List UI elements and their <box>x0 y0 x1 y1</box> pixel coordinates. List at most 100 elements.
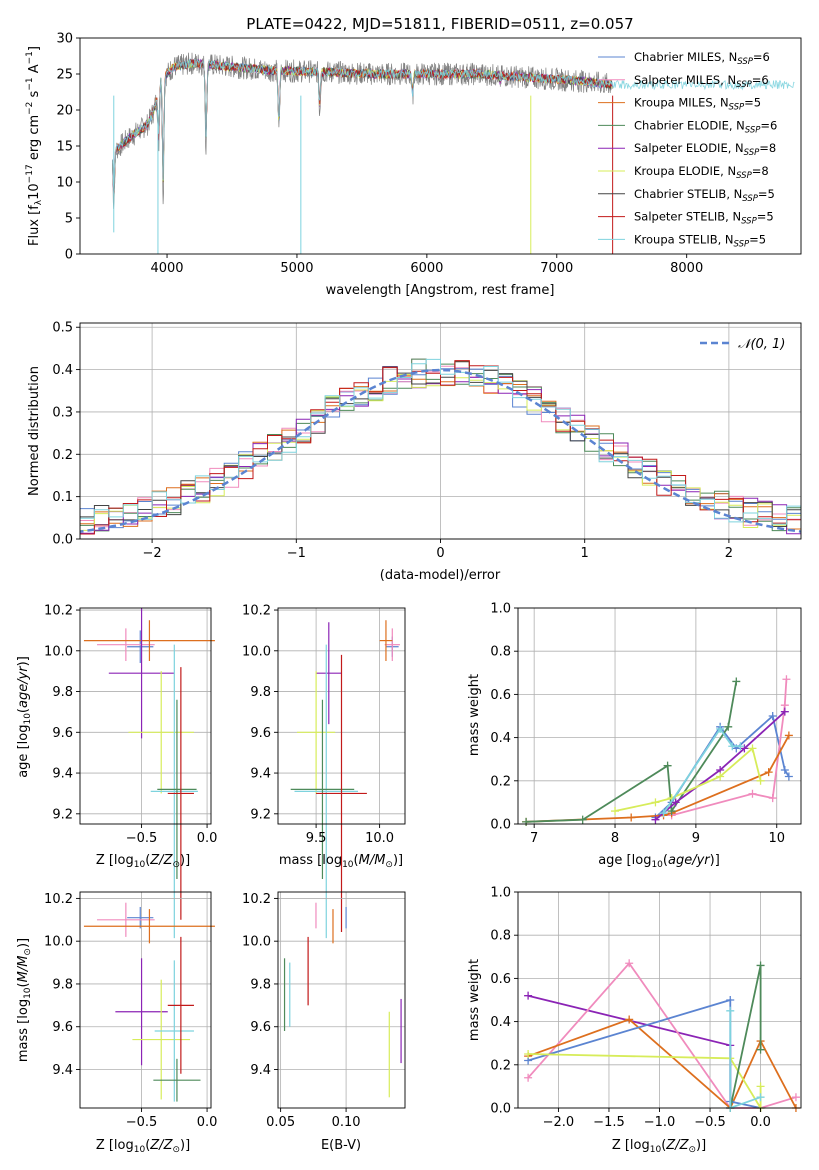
y-tick-label: 10.2 <box>44 604 73 619</box>
weight-vs-age-panel: 7 8 9 10 0.0 0.2 0.4 0.6 0.8 1.0 <box>490 602 802 846</box>
residual-histogram-panel: −2 −1 0 1 2 0.0 0.1 0.2 0.3 0.4 0.5 (data-model)/e… <box>27 321 802 583</box>
y-tick-label: 10.2 <box>242 604 271 619</box>
x-tick-label: 10.0 <box>365 831 394 846</box>
x-tick-label: 10 <box>768 831 785 846</box>
x-tick-label: 8000 <box>670 261 703 276</box>
weight-series-marker <box>651 815 660 824</box>
x-tick-label: 8 <box>611 831 619 846</box>
x-tick-label: 7000 <box>540 261 573 276</box>
weight-series-marker <box>726 996 735 1004</box>
errorbar-point <box>316 622 342 725</box>
errorbar-point <box>154 960 194 1102</box>
mass-vs-metallicity-panel: −0.5 0.0 9.4 9.6 9.8 10.0 10.2 <box>44 891 218 1130</box>
x-tick-label: 0.0 <box>197 831 218 846</box>
weight-age-xlabel: age [log10(age/yr)] <box>598 853 720 870</box>
y-tick-label: 0 <box>65 248 73 263</box>
errorbar-point <box>83 620 215 661</box>
y-tick-label: 0.2 <box>52 448 73 463</box>
axes-frame <box>79 607 212 825</box>
x-tick-label: −0.5 <box>126 1115 158 1130</box>
errorbar-point <box>128 671 194 794</box>
weight-series-marker <box>651 798 660 807</box>
x-tick-label: 6000 <box>410 261 443 276</box>
weight-series-marker <box>732 677 741 686</box>
y-tick-label: 10.2 <box>44 892 73 907</box>
y-tick-label: 10 <box>56 176 73 191</box>
weight-series-marker <box>780 766 789 774</box>
y-tick-label: 9.8 <box>52 685 73 700</box>
x-tick-label: 0 <box>436 546 444 561</box>
weight-series-marker <box>728 742 737 751</box>
x-tick-label: −0.5 <box>694 1115 726 1130</box>
y-tick-label: 1.0 <box>490 602 511 617</box>
y-tick-label: 15 <box>56 140 73 155</box>
errorbar-point <box>379 620 393 661</box>
weight-series-marker <box>791 1093 800 1102</box>
weight-series-marker <box>524 1073 533 1082</box>
weight-series-marker <box>716 724 725 733</box>
y-tick-label: 25 <box>56 68 73 83</box>
mass-vs-ebv-panel: 0.05 0.10 9.4 9.6 9.8 10.0 10.2 <box>242 891 406 1130</box>
errorbar-point <box>150 644 198 939</box>
errorbar-point <box>290 699 355 880</box>
weight-series-marker <box>726 1006 735 1015</box>
legend-label: Salpeter STELIB, NSSP=5 <box>634 210 774 227</box>
y-tick-label: 10.0 <box>44 644 73 659</box>
errorbar-point <box>157 699 197 880</box>
x-tick-label: 4000 <box>150 261 183 276</box>
legend-label: Kroupa MILES, NSSP=5 <box>634 96 761 113</box>
y-tick-label: 10.0 <box>242 644 271 659</box>
errorbar-point <box>97 902 155 937</box>
x-tick-label: 0.0 <box>750 1115 771 1130</box>
weight-series-line <box>671 679 788 817</box>
normal-distribution-curve <box>80 368 801 533</box>
residual-xlabel: (data-model)/error <box>380 568 501 583</box>
errorbar-point <box>384 628 400 661</box>
y-tick-label: 0.1 <box>52 490 73 505</box>
legend-label: Chabrier STELIB, NSSP=5 <box>634 187 775 204</box>
x-tick-label: 9.5 <box>306 831 327 846</box>
y-tick-label: 9.4 <box>250 767 271 782</box>
weight-series-line <box>662 727 741 814</box>
y-tick-label: 9.6 <box>250 726 271 741</box>
errorbar-point <box>167 667 194 920</box>
x-tick-label: 0.0 <box>197 1115 218 1130</box>
y-tick-label: 20 <box>56 104 73 119</box>
model-spectrum-line <box>112 58 795 191</box>
weight-series-marker <box>756 1082 765 1091</box>
age-mass-xlabel: mass [log10(M/M⊙)] <box>279 853 403 870</box>
weight-series-marker <box>780 707 789 716</box>
age-z-xlabel: Z [log10(Z/Z⊙)] <box>96 853 190 870</box>
weight-z-ylabel: mass weight <box>467 959 482 1041</box>
legend-label: Kroupa STELIB, NSSP=5 <box>634 232 766 249</box>
weight-series-marker <box>522 817 531 826</box>
weight-age-ylabel: mass weight <box>467 674 482 756</box>
age-vs-mass-panel: 9.5 10.0 9.2 9.4 9.6 9.8 10.0 10.2 <box>242 604 406 939</box>
residual-ylabel: Normed distribution <box>27 366 42 496</box>
y-tick-label: 0.4 <box>52 363 73 378</box>
weight-series-marker <box>667 807 676 816</box>
x-tick-label: 0.10 <box>332 1115 361 1130</box>
weight-series-marker <box>740 744 749 753</box>
y-tick-label: 0.0 <box>490 1102 511 1117</box>
x-tick-label: 9 <box>692 831 700 846</box>
weight-series-line <box>614 746 762 812</box>
axes-frame <box>277 607 406 825</box>
y-tick-label: 5 <box>65 212 73 227</box>
y-tick-label: 0.5 <box>52 321 73 336</box>
y-tick-label: 9.4 <box>52 1063 73 1078</box>
axes-frame <box>277 891 406 1109</box>
x-tick-label: −2 <box>143 546 162 561</box>
weight-series-line <box>729 1010 761 1110</box>
x-tick-label: −2.0 <box>543 1115 575 1130</box>
spectrum-legend: Chabrier MILES, NSSP=6 Salpeter MILES, NS… <box>598 50 777 249</box>
normal-curve-legend-label: 𝒩(0, 1) <box>738 337 785 352</box>
legend-label: Chabrier ELODIE, NSSP=6 <box>634 118 777 135</box>
weight-series-marker <box>768 794 777 803</box>
y-tick-label: 9.2 <box>52 807 73 822</box>
weight-series-marker <box>756 1045 765 1054</box>
spectrum-panel: PLATE=0422, MJD=51811, FIBERID=0511, z=0… <box>25 15 802 298</box>
legend-label: Salpeter ELODIE, NSSP=8 <box>634 141 776 158</box>
y-tick-label: 10.0 <box>242 935 271 950</box>
